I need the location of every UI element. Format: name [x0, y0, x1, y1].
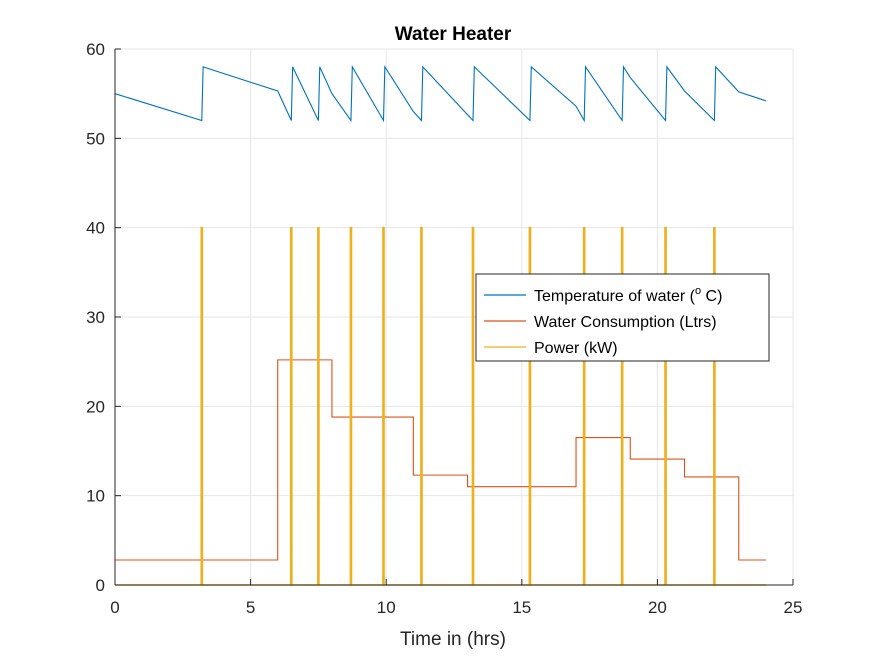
x-tick-label: 0	[110, 598, 119, 617]
x-tick-label: 15	[512, 598, 531, 617]
y-tick-label: 30	[86, 308, 105, 327]
series-line-1	[114, 64, 767, 123]
legend: Temperature of water (o C) Water Consumpt…	[475, 273, 770, 362]
legend-label-2: Water Consumption (Ltrs)	[534, 314, 717, 331]
legend-label-3: Power (kW)	[534, 340, 618, 357]
x-tick-label: 25	[784, 598, 803, 617]
x-tick-label: 10	[377, 598, 396, 617]
y-tick-label: 0	[96, 576, 105, 595]
y-tick-label: 10	[86, 487, 105, 506]
y-tick-label: 50	[86, 129, 105, 148]
legend-label-1: Temperature of water (o C)	[534, 285, 722, 305]
x-tick-label: 5	[246, 598, 255, 617]
chart-title: Water Heater	[395, 24, 512, 45]
y-tick-label: 40	[86, 219, 105, 238]
axes-layer: 0 5 10 15 20 25 0 10 20 30 40 50 60	[86, 40, 802, 617]
y-tick-label: 20	[86, 397, 105, 416]
series-line-2	[115, 359, 766, 561]
x-tick-label: 20	[648, 598, 667, 617]
x-axis-label: Time in (hrs)	[400, 629, 506, 650]
y-tick-label: 60	[86, 40, 105, 59]
